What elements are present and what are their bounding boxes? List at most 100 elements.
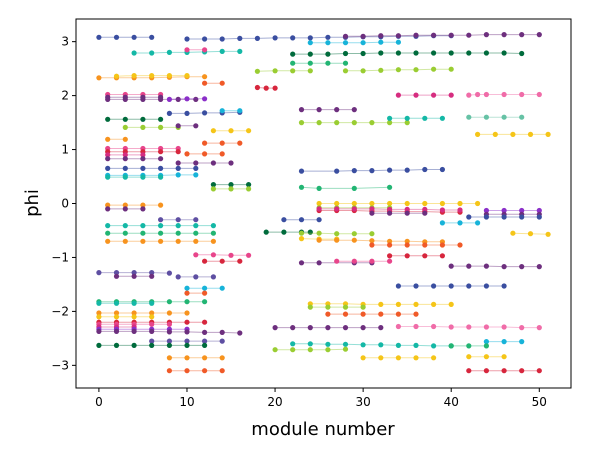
data-point	[342, 50, 349, 57]
data-point	[457, 200, 463, 207]
data-point	[202, 80, 208, 86]
series-66	[105, 238, 216, 244]
data-point	[202, 74, 208, 80]
data-point	[483, 339, 489, 345]
data-point	[140, 238, 146, 244]
data-point	[466, 92, 472, 98]
data-point	[475, 220, 481, 226]
data-point	[325, 311, 331, 317]
data-point	[184, 36, 190, 42]
data-point	[131, 300, 137, 306]
data-point	[272, 85, 278, 91]
series-65	[369, 242, 463, 248]
data-point	[158, 156, 164, 162]
series-42	[105, 174, 164, 180]
data-point	[325, 325, 331, 331]
data-point	[501, 264, 507, 270]
data-point	[334, 258, 340, 264]
data-point	[404, 115, 410, 121]
data-point	[184, 73, 190, 79]
data-point	[519, 114, 525, 120]
data-point	[184, 319, 190, 325]
data-point	[131, 314, 137, 320]
data-point	[219, 368, 225, 374]
data-point	[122, 116, 128, 122]
data-point	[281, 229, 287, 235]
data-point	[219, 329, 225, 335]
data-point	[360, 33, 366, 39]
data-point	[325, 341, 331, 347]
data-point	[122, 202, 128, 208]
series-38	[175, 160, 234, 166]
data-point	[184, 285, 190, 291]
series-line	[292, 52, 522, 55]
data-point	[202, 258, 208, 264]
data-point	[439, 115, 445, 121]
data-point	[298, 236, 305, 242]
data-point	[395, 39, 401, 45]
y-tick-label: 0	[61, 197, 69, 211]
series-52	[369, 210, 428, 216]
series-line	[310, 41, 399, 44]
data-point	[307, 40, 313, 46]
data-point	[483, 91, 489, 98]
series-32	[202, 140, 243, 146]
data-point	[395, 342, 401, 348]
data-point	[237, 330, 243, 336]
y-tick-label: 3	[61, 35, 69, 49]
data-point	[131, 328, 137, 334]
data-point	[457, 242, 463, 248]
data-point	[395, 92, 401, 98]
data-point	[122, 94, 128, 100]
data-point	[96, 328, 102, 334]
series-62	[298, 230, 375, 237]
data-point	[166, 342, 172, 348]
data-point	[483, 283, 489, 289]
series-51	[316, 206, 463, 213]
data-point	[219, 151, 225, 157]
data-point	[466, 114, 472, 120]
data-point	[413, 32, 419, 38]
data-point	[466, 214, 472, 220]
data-point	[316, 185, 322, 191]
series-28	[175, 123, 199, 129]
data-point	[184, 310, 190, 316]
data-point	[519, 264, 525, 270]
data-point	[149, 321, 155, 327]
series-79	[184, 290, 208, 296]
data-point	[431, 92, 437, 98]
series-39	[105, 165, 199, 171]
data-point	[122, 238, 128, 244]
data-point	[202, 110, 208, 116]
data-point	[316, 217, 322, 223]
data-point	[351, 258, 357, 264]
data-point	[378, 325, 384, 331]
data-point	[202, 299, 208, 305]
data-point	[413, 355, 419, 361]
series-46	[105, 202, 164, 208]
data-point	[439, 253, 445, 259]
data-point	[395, 67, 401, 73]
data-point	[483, 354, 489, 360]
data-point	[395, 311, 401, 317]
data-point	[210, 252, 216, 258]
series-91	[96, 328, 243, 336]
x-tick-label: 50	[532, 395, 547, 409]
data-point	[395, 283, 401, 289]
data-point	[431, 50, 437, 56]
series-94	[149, 338, 225, 344]
data-point	[378, 33, 384, 39]
series-58	[158, 217, 199, 223]
data-point	[501, 368, 507, 374]
data-point	[536, 31, 542, 38]
data-point	[527, 131, 534, 137]
data-point	[298, 260, 305, 266]
series-95	[96, 342, 208, 348]
series-0	[96, 34, 155, 40]
data-point	[166, 329, 172, 335]
data-point	[387, 184, 393, 190]
data-point	[413, 323, 419, 330]
series-8	[254, 68, 313, 74]
data-point	[360, 50, 366, 57]
